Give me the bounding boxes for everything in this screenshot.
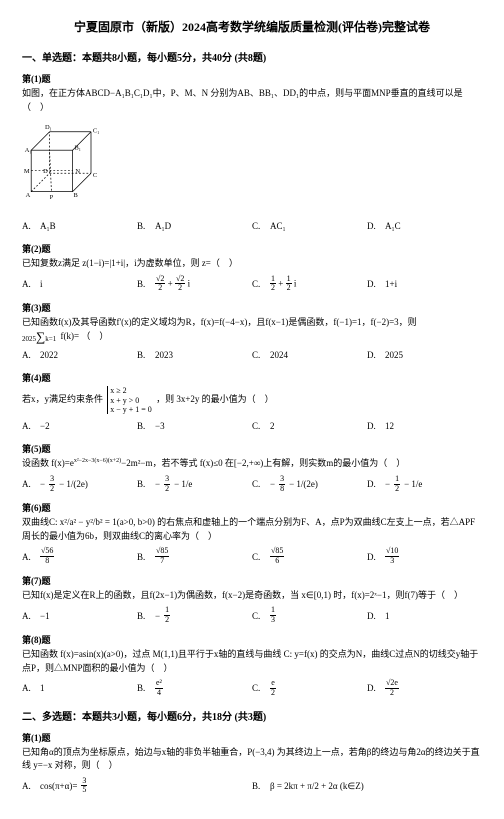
q3-body: 已知函数f(x)及其导函数f'(x)的定义域均为R，f(x)=f(−4−x)，且… [22,316,482,343]
s2-q1-opt-a: A.cos(π+α)=35 [22,777,252,796]
q1-opt-a: A.A₁B [22,218,137,234]
q2-options: A.i B. √22 + √22 i C. 12 + 12 i D.1+i [22,275,482,294]
q8-body: 已知函数 f(x)=asin(x)(a>0)，过点 M(1,1)且平行于x轴的直… [22,648,482,675]
q3-num: 第(3)题 [22,301,482,314]
svg-text:N: N [75,168,80,175]
q6-num: 第(6)题 [22,501,482,514]
q2-opt-a: A.i [22,275,137,294]
q6-opt-b: B.√857 [137,547,252,566]
svg-text:B: B [74,192,78,199]
q7-options: A.−1 B.−12 C.13 D.1 [22,606,482,625]
q1-body: 如图，在正方体ABCD−A₁B₁C₁D₁中，P、M、N 分别为AB、BB₁、DD… [22,87,482,114]
q3-opt-a: A.2022 [22,347,137,363]
q3-opt-c: C.2024 [252,347,367,363]
svg-text:C: C [93,172,97,179]
q5-options: A.−32 − 1/(2e) B.−32 − 1/e C.−38 − 1/(2e… [22,475,482,494]
q7-body: 已知f(x)是定义在R上的函数，且f(2x−1)为偶函数，f(x−2)是奇函数，… [22,589,482,603]
section2-heading: 二、多选题：本题共3小题，每小题6分，共18分 (共3题) [22,708,482,723]
svg-text:P: P [50,194,54,201]
q3-options: A.2022 B.2023 C.2024 D.2025 [22,347,482,363]
q1-num: 第(1)题 [22,72,482,85]
brace-icon: x ≥ 2x + y > 0x − y + 1 = 0 [107,386,152,414]
q5-opt-a: A.−32 − 1/(2e) [22,475,137,494]
q4-opt-a: A.−2 [22,418,137,434]
svg-text:C₁: C₁ [93,128,100,135]
q5-opt-b: B.−32 − 1/e [137,475,252,494]
q4-opt-d: D.12 [367,418,482,434]
q1-opt-c: C.AC₁ [252,218,367,234]
q6-opt-d: D.√103 [367,547,482,566]
sigma-icon: 2025∑k=1 [22,330,56,343]
q8-num: 第(8)题 [22,633,482,646]
q7-opt-a: A.−1 [22,606,137,625]
q7-opt-b: B.−12 [137,606,252,625]
svg-text:A₁: A₁ [25,147,32,154]
q5-opt-c: C.−38 − 1/(2e) [252,475,367,494]
svg-text:B₁: B₁ [74,144,81,151]
q1-cube-figure: A₁ B₁ C₁ D₁ A B C D M N P [22,118,482,212]
q2-num: 第(2)题 [22,242,482,255]
q2-opt-d: D.1+i [367,275,482,294]
svg-text:D₁: D₁ [45,124,52,131]
q8-opt-b: B.e²4 [137,679,252,698]
q7-opt-d: D.1 [367,606,482,625]
page-title: 宁夏固原市（新版）2024高考数学统编版质量检测(评估卷)完整试卷 [22,18,482,35]
s2-q1-body: 已知角α的顶点为坐标原点，始边与x轴的非负半轴重合，P(−3,4) 为其终边上一… [22,746,482,773]
s2-q1-opt-b: B.β = 2kπ + π/2 + 2α (k∈Z) [252,777,482,796]
q4-num: 第(4)题 [22,371,482,384]
q1-options: A.A₁B B.A₁D C.AC₁ D.A₁C [22,218,482,234]
q7-opt-c: C.13 [252,606,367,625]
q8-opt-d: D.√2e2 [367,679,482,698]
q6-options: A.√568 B.√857 C.√856 D.√103 [22,547,482,566]
q5-body: 设函数 f(x)=ex²−2x−3(x−6)(x+2)−2m²−m，若不等式 f… [22,457,482,471]
q6-opt-a: A.√568 [22,547,137,566]
q4-options: A.−2 B.−3 C.2 D.12 [22,418,482,434]
q8-opt-c: C.e2 [252,679,367,698]
q3-opt-b: B.2023 [137,347,252,363]
q6-opt-c: C.√856 [252,547,367,566]
q3-opt-d: D.2025 [367,347,482,363]
q4-opt-b: B.−3 [137,418,252,434]
q2-opt-c: C. 12 + 12 i [252,275,367,294]
q5-opt-d: D.−12 − 1/e [367,475,482,494]
q6-body: 双曲线C: x²/a² − y²/b² = 1(a>0, b>0) 的右焦点和虚… [22,516,482,543]
svg-text:M: M [24,168,30,175]
q1-opt-b: B.A₁D [137,218,252,234]
q2-body: 已知复数z满足 z(1−i)=|1+i|，i为虚数单位，则 z=（ ） [22,257,482,271]
q8-opt-a: A.1 [22,679,137,698]
q8-options: A.1 B.e²4 C.e2 D.√2e2 [22,679,482,698]
section1-heading: 一、单选题：本题共8小题，每小题5分，共40分 (共8题) [22,49,482,64]
q5-num: 第(5)题 [22,442,482,455]
svg-text:A: A [26,192,31,199]
q4-opt-c: C.2 [252,418,367,434]
q7-num: 第(7)题 [22,574,482,587]
q2-opt-b: B. √22 + √22 i [137,275,252,294]
s2-q1-options: A.cos(π+α)=35 B.β = 2kπ + π/2 + 2α (k∈Z) [22,777,482,796]
svg-text:D: D [43,168,48,175]
q1-opt-d: D.A₁C [367,218,482,234]
q4-body: 若x，y满足约束条件 x ≥ 2x + y > 0x − y + 1 = 0 ，… [22,386,482,414]
s2-q1-num: 第(1)题 [22,731,482,744]
